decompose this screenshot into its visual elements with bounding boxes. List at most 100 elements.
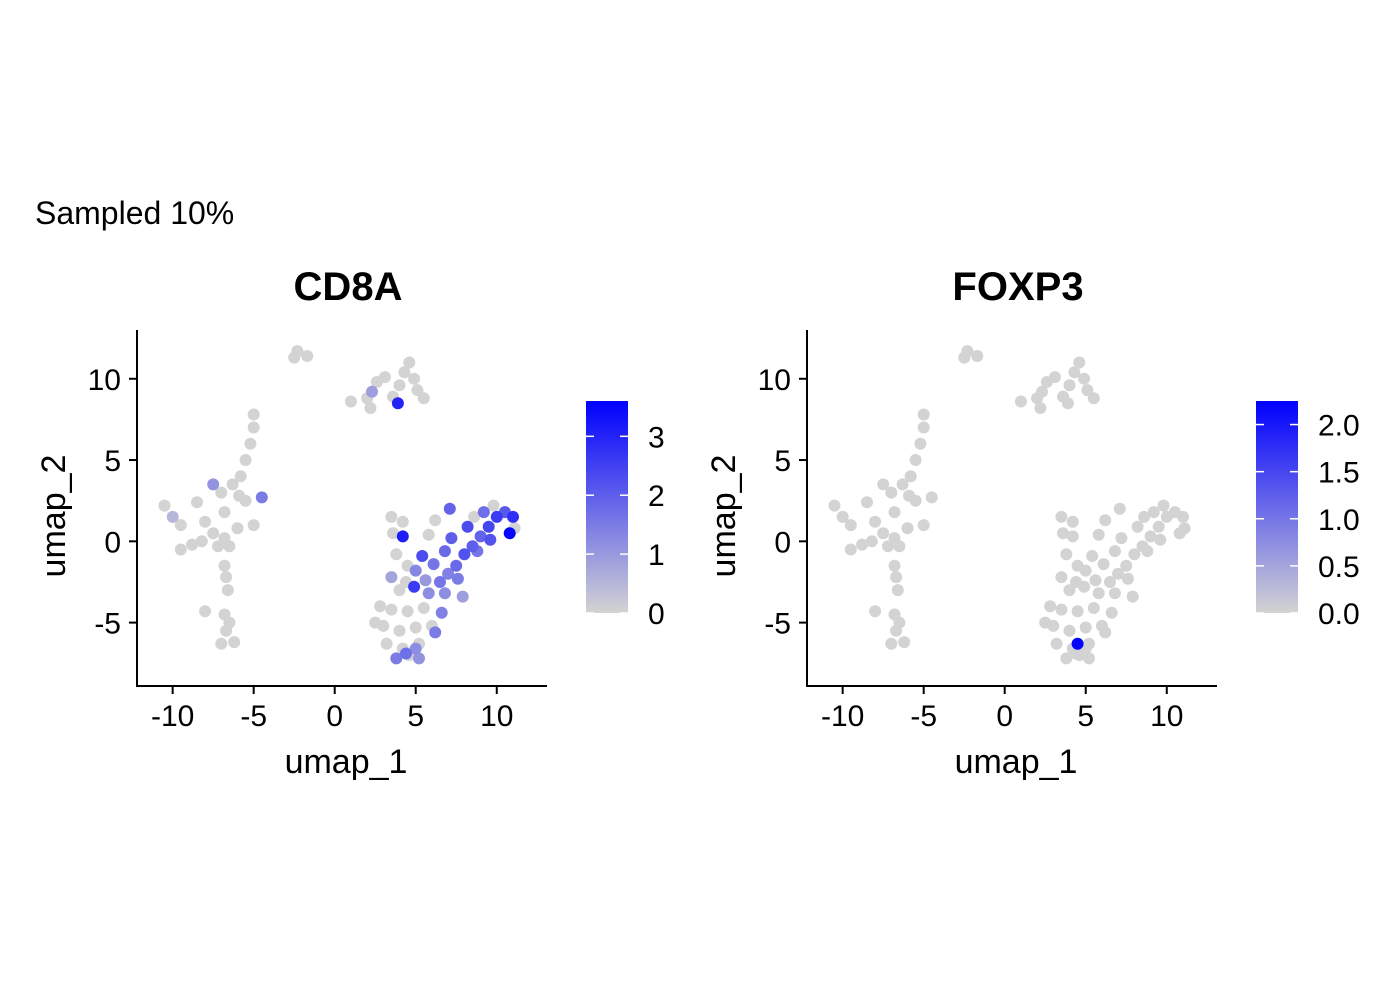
data-point <box>1152 520 1165 533</box>
data-point <box>1144 530 1157 543</box>
data-point <box>393 624 406 637</box>
data-point <box>869 605 882 618</box>
data-point <box>1126 590 1139 603</box>
figure-caption: Sampled 10% <box>35 195 234 231</box>
data-point <box>1081 384 1094 397</box>
y-axis-label: umap_2 <box>35 455 73 578</box>
y-tick-label: 0 <box>104 526 121 559</box>
data-point <box>378 371 391 384</box>
data-point <box>442 567 455 580</box>
data-point <box>1014 395 1027 408</box>
data-point <box>1060 548 1073 561</box>
colorbar-tick-label: 0.0 <box>1318 598 1360 631</box>
data-point <box>231 522 244 535</box>
data-point <box>301 350 314 362</box>
data-point <box>450 559 463 572</box>
data-point <box>1083 652 1095 665</box>
data-point <box>1055 603 1068 616</box>
x-tick-label: 10 <box>480 700 513 733</box>
data-point <box>1071 605 1084 618</box>
data-point <box>195 535 208 548</box>
data-point <box>888 506 901 519</box>
data-point <box>461 520 474 533</box>
data-point <box>411 384 424 397</box>
colorbar-tick-label: 1.5 <box>1318 457 1360 490</box>
x-tick-label: -5 <box>910 700 937 733</box>
data-point <box>904 470 917 483</box>
data-point <box>468 510 481 523</box>
data-point <box>903 489 916 502</box>
data-point <box>1113 502 1126 515</box>
data-point <box>207 478 220 491</box>
y-tick-label: 10 <box>88 364 121 397</box>
data-point <box>1131 520 1144 533</box>
colorbar-tick-label: 0.5 <box>1318 551 1360 584</box>
x-tick-label: -10 <box>151 700 194 733</box>
data-point <box>427 558 440 571</box>
data-point <box>438 545 451 558</box>
data-point <box>466 540 479 553</box>
data-point <box>445 532 458 545</box>
data-point <box>393 584 406 597</box>
data-point <box>443 502 456 515</box>
data-point <box>247 519 260 532</box>
data-point <box>901 522 914 535</box>
data-point <box>186 538 199 551</box>
data-point <box>507 510 519 523</box>
data-point <box>1047 619 1060 632</box>
data-point <box>477 506 490 519</box>
data-point <box>1078 372 1091 385</box>
data-point <box>971 350 984 362</box>
y-tick-label: -5 <box>764 608 791 641</box>
data-point <box>1108 587 1121 600</box>
data-point <box>403 356 416 369</box>
data-point <box>408 372 421 385</box>
data-point <box>396 530 409 543</box>
data-point <box>385 571 398 584</box>
data-point <box>438 587 451 600</box>
data-point <box>1079 621 1092 634</box>
data-point <box>344 395 357 408</box>
data-point <box>1138 510 1151 523</box>
data-point <box>429 626 442 639</box>
data-point <box>396 515 409 528</box>
data-point <box>1068 366 1081 379</box>
data-point <box>877 478 890 491</box>
data-point <box>1048 371 1061 384</box>
data-point <box>417 602 430 614</box>
data-point <box>221 584 234 597</box>
data-point <box>1063 379 1076 392</box>
data-point <box>1104 576 1116 588</box>
x-tick-label: 10 <box>1150 700 1183 733</box>
data-point <box>1060 652 1073 665</box>
data-point <box>409 621 422 634</box>
data-point <box>398 366 411 379</box>
data-point <box>1121 572 1134 585</box>
data-point <box>1073 356 1086 369</box>
y-tick-label: 0 <box>774 526 791 559</box>
panel-title: CD8A <box>294 265 403 309</box>
data-point <box>191 496 203 509</box>
data-point <box>893 616 906 629</box>
data-point <box>1154 533 1167 546</box>
panel-title: FOXP3 <box>952 265 1083 309</box>
data-point <box>861 496 873 509</box>
data-point <box>422 528 435 541</box>
data-point <box>1079 564 1092 577</box>
data-point <box>1034 402 1047 414</box>
data-point <box>215 486 228 499</box>
colorbar-tick-label: 1.0 <box>1318 504 1360 537</box>
data-point <box>828 499 841 512</box>
x-axis-label: umap_1 <box>285 743 408 781</box>
data-point <box>207 527 220 540</box>
data-point <box>1087 392 1100 405</box>
data-point <box>877 527 890 540</box>
data-point <box>917 519 930 532</box>
data-point <box>856 538 869 551</box>
data-point <box>1070 647 1082 660</box>
data-point <box>247 421 260 434</box>
y-tick-label: 5 <box>774 445 791 478</box>
data-point <box>1066 515 1079 528</box>
colorbar <box>586 401 628 613</box>
data-point <box>1128 548 1141 561</box>
